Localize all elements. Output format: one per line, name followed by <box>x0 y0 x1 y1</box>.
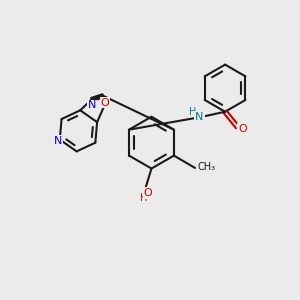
Text: O: O <box>238 124 247 134</box>
Text: H: H <box>189 107 196 117</box>
Text: CH₃: CH₃ <box>197 162 215 172</box>
Text: N: N <box>88 100 96 110</box>
Text: N: N <box>195 112 204 122</box>
Text: N: N <box>54 136 62 146</box>
Text: O: O <box>144 188 152 198</box>
Text: H: H <box>140 193 147 203</box>
Text: O: O <box>100 98 109 107</box>
